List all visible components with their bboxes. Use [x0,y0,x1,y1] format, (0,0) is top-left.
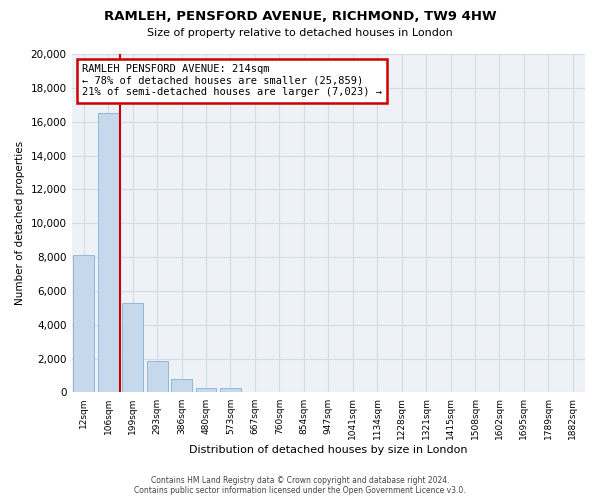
Text: Contains HM Land Registry data © Crown copyright and database right 2024.
Contai: Contains HM Land Registry data © Crown c… [134,476,466,495]
Bar [122,303,143,392]
Bar [147,361,167,392]
X-axis label: Distribution of detached houses by size in London: Distribution of detached houses by size … [189,445,467,455]
Y-axis label: Number of detached properties: Number of detached properties [15,141,25,306]
Text: RAMLEH PENSFORD AVENUE: 214sqm
← 78% of detached houses are smaller (25,859)
21%: RAMLEH PENSFORD AVENUE: 214sqm ← 78% of … [82,64,382,98]
Text: RAMLEH, PENSFORD AVENUE, RICHMOND, TW9 4HW: RAMLEH, PENSFORD AVENUE, RICHMOND, TW9 4… [104,10,496,23]
Bar [196,388,217,392]
Bar [171,379,192,392]
Bar [220,388,241,392]
Bar [98,113,119,392]
Bar [73,256,94,392]
Text: Size of property relative to detached houses in London: Size of property relative to detached ho… [147,28,453,38]
